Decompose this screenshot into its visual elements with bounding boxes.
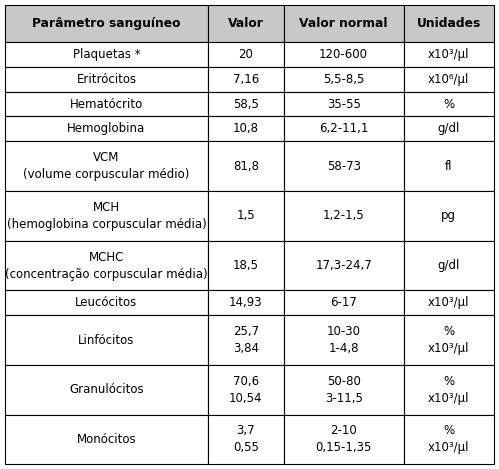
Text: Hematócrito: Hematócrito [70,98,143,111]
Bar [404,365,494,415]
Text: x10³/µl: x10³/µl [428,48,470,61]
Text: 20: 20 [239,48,253,61]
Text: 3,7
0,55: 3,7 0,55 [233,424,259,454]
Text: g/dl: g/dl [438,122,460,136]
Text: Eritrócitos: Eritrócitos [76,73,137,86]
Bar [284,365,404,415]
Bar [5,67,208,91]
Bar [404,116,494,141]
Bar [5,290,208,315]
Bar [404,315,494,365]
Text: Hemoglobina: Hemoglobina [67,122,146,136]
Text: 17,3-24,7: 17,3-24,7 [315,259,372,272]
Text: fl: fl [445,159,453,173]
Text: x10⁶/µl: x10⁶/µl [428,73,470,86]
Bar [5,91,208,116]
Text: 1,2-1,5: 1,2-1,5 [323,209,364,222]
Bar [208,116,284,141]
Text: pg: pg [441,209,456,222]
Bar [404,415,494,464]
Text: 70,6
10,54: 70,6 10,54 [229,375,262,405]
Text: 7,16: 7,16 [233,73,259,86]
Text: Parâmetro sanguíneo: Parâmetro sanguíneo [32,17,181,30]
Text: MCHC
(concentração corpuscular média): MCHC (concentração corpuscular média) [5,250,208,280]
Text: 14,93: 14,93 [229,296,262,310]
Bar [208,5,284,42]
Text: Valor normal: Valor normal [299,17,388,30]
Bar [5,191,208,241]
Text: %
x10³/µl: % x10³/µl [428,375,470,405]
Bar [404,5,494,42]
Text: MCH
(hemoglobina corpuscular média): MCH (hemoglobina corpuscular média) [6,201,207,231]
Bar [284,191,404,241]
Text: Monócitos: Monócitos [77,433,136,446]
Text: 35-55: 35-55 [327,98,361,111]
Text: 58,5: 58,5 [233,98,259,111]
Text: 25,7
3,84: 25,7 3,84 [233,325,259,355]
Text: 50-80
3-11,5: 50-80 3-11,5 [325,375,363,405]
Bar [208,67,284,91]
Bar [404,91,494,116]
Bar [284,67,404,91]
Bar [5,365,208,415]
Text: Valor: Valor [228,17,264,30]
Text: 10,8: 10,8 [233,122,259,136]
Bar [284,42,404,67]
Bar [284,141,404,191]
Text: Granulócitos: Granulócitos [69,383,144,396]
Bar [284,415,404,464]
Bar [404,67,494,91]
Bar [404,42,494,67]
Text: %
x10³/µl: % x10³/µl [428,424,470,454]
Bar [208,290,284,315]
Bar [208,141,284,191]
Text: 81,8: 81,8 [233,159,259,173]
Text: Unidades: Unidades [417,17,481,30]
Text: 1,5: 1,5 [237,209,255,222]
Bar [5,141,208,191]
Bar [208,241,284,290]
Bar [5,315,208,365]
Bar [208,191,284,241]
Bar [404,241,494,290]
Bar [284,315,404,365]
Text: Plaquetas *: Plaquetas * [73,48,140,61]
Bar [284,116,404,141]
Text: 6,2-11,1: 6,2-11,1 [319,122,368,136]
Text: 120-600: 120-600 [319,48,368,61]
Text: 5,5-8,5: 5,5-8,5 [323,73,364,86]
Text: %: % [443,98,454,111]
Text: VCM
(volume corpuscular médio): VCM (volume corpuscular médio) [23,151,190,181]
Bar [5,241,208,290]
Text: g/dl: g/dl [438,259,460,272]
Text: Leucócitos: Leucócitos [75,296,138,310]
Text: x10³/µl: x10³/µl [428,296,470,310]
Bar [284,241,404,290]
Text: 10-30
1-4,8: 10-30 1-4,8 [327,325,361,355]
Bar [208,365,284,415]
Text: Linfócitos: Linfócitos [78,333,135,347]
Bar [284,290,404,315]
Bar [5,116,208,141]
Bar [404,141,494,191]
Text: %
x10³/µl: % x10³/µl [428,325,470,355]
Bar [404,191,494,241]
Text: 18,5: 18,5 [233,259,259,272]
Bar [284,5,404,42]
Bar [208,91,284,116]
Text: 2-10
0,15-1,35: 2-10 0,15-1,35 [315,424,372,454]
Bar [5,42,208,67]
Bar [208,42,284,67]
Bar [208,415,284,464]
Bar [5,415,208,464]
Bar [5,5,208,42]
Bar [404,290,494,315]
Text: 6-17: 6-17 [330,296,357,310]
Text: 58-73: 58-73 [327,159,361,173]
Bar [208,315,284,365]
Bar [284,91,404,116]
